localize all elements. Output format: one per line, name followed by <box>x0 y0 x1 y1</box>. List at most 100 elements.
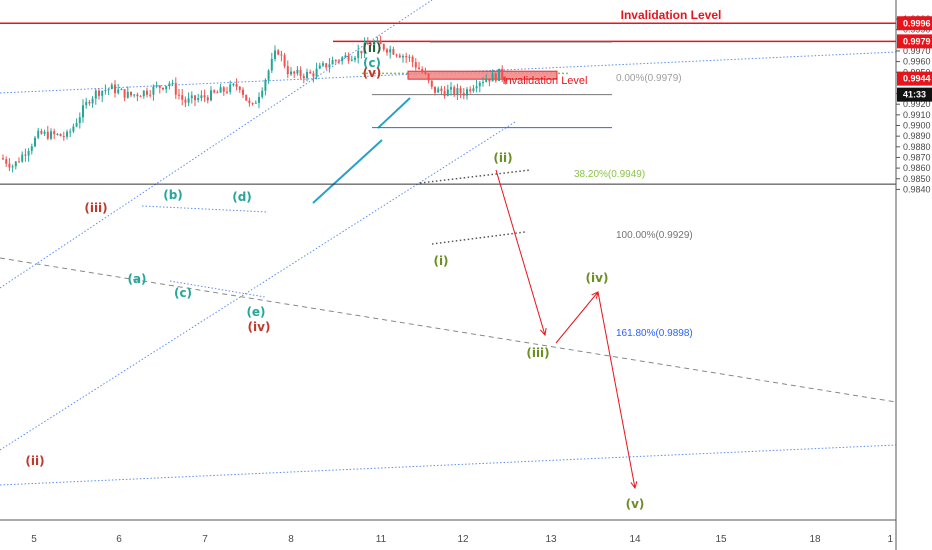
wave-label-iii: (iii) <box>526 346 549 360</box>
wave-label-c: (c) <box>174 286 192 300</box>
candle-body <box>149 94 152 96</box>
price-tick-label: 0.9920 <box>903 99 931 109</box>
candle-body <box>290 71 292 75</box>
candle-body <box>398 55 401 58</box>
trendline-cyan <box>312 139 383 204</box>
wave-label-iii: (iii) <box>84 201 107 215</box>
candle-body <box>405 56 408 58</box>
candle-body <box>168 83 171 86</box>
candle-body <box>322 63 324 66</box>
invalidation-label-upper: Invalidation Level <box>621 8 722 22</box>
candle-body <box>50 131 52 139</box>
candle-body <box>424 72 427 74</box>
wave-label-b: (b) <box>163 188 183 202</box>
candle-body <box>78 117 81 124</box>
candle-body <box>206 97 209 101</box>
candle-body <box>325 63 328 68</box>
candle-body <box>130 91 132 96</box>
candle-body <box>408 56 411 58</box>
candle-body <box>8 163 11 168</box>
candle-body <box>482 81 484 83</box>
candle-body <box>184 99 187 103</box>
candle-body <box>152 86 155 95</box>
candle-body <box>501 68 504 79</box>
candle-body <box>450 87 452 90</box>
candle-body <box>315 68 318 77</box>
price-badge-bg <box>897 71 932 86</box>
candle-body <box>302 75 305 78</box>
wave-label-e: (e) <box>246 305 265 319</box>
candle-body <box>200 95 203 99</box>
candlesticks <box>2 35 507 173</box>
candle-body <box>309 72 312 74</box>
candle-body <box>264 79 267 91</box>
projection-path-1 <box>555 291 599 344</box>
candle-body <box>181 95 184 100</box>
candle-body <box>43 131 46 134</box>
candle-body <box>117 89 120 94</box>
price-tick-label: 0.9880 <box>903 142 931 152</box>
time-axis[interactable]: 5 6 7 8 11 12 13 14 15 18 1 <box>0 519 896 545</box>
candle-body <box>437 88 440 93</box>
fib-label-1: 38.20%(0.9949) <box>574 169 645 180</box>
candle-body <box>373 42 376 45</box>
candle-body <box>88 101 91 104</box>
date-tick-label: 12 <box>457 534 469 545</box>
candle-body <box>24 154 27 156</box>
date-tick-label: 1 <box>887 534 893 545</box>
price-badge-label: 0.9979 <box>903 36 931 46</box>
candle-body <box>190 95 193 99</box>
candle-body <box>434 86 436 93</box>
candle-body <box>459 88 462 94</box>
candle-body <box>107 89 110 91</box>
candle-body <box>232 83 235 85</box>
candle-body <box>139 96 142 98</box>
candle-body <box>261 90 264 97</box>
candle-body <box>82 105 84 118</box>
candle-body <box>360 50 363 54</box>
candle-body <box>120 89 123 91</box>
candle-body <box>219 87 222 93</box>
candle-body <box>277 50 280 55</box>
candle-body <box>485 79 488 82</box>
candle-body <box>258 96 260 103</box>
candle-body <box>386 49 388 53</box>
candle-body <box>162 87 164 90</box>
candle-body <box>270 58 273 71</box>
candle-body <box>293 71 296 74</box>
candle-body <box>203 95 206 98</box>
candle-body <box>299 69 302 76</box>
candle-body <box>430 80 433 87</box>
candle-body <box>174 83 177 95</box>
candle-body <box>418 67 420 70</box>
price-tick-label: 0.9910 <box>903 110 931 120</box>
price-tick-label: 0.9900 <box>903 121 931 131</box>
channel-lower-line <box>0 121 516 451</box>
candle-body <box>197 98 200 100</box>
candle-body <box>91 98 94 104</box>
wave-label-ii: (ii) <box>493 151 512 165</box>
candle-body <box>235 83 238 87</box>
wave-label-a: (a) <box>127 272 146 286</box>
candle-body <box>475 86 478 89</box>
date-tick-label: 8 <box>288 534 294 545</box>
candle-body <box>306 72 308 78</box>
candle-body <box>344 55 347 58</box>
candle-body <box>350 59 353 61</box>
candle-body <box>411 56 414 63</box>
candle-body <box>229 84 232 92</box>
candle-body <box>347 55 350 61</box>
candle-body <box>414 62 417 68</box>
candle-body <box>328 64 331 68</box>
candle-body <box>98 90 100 96</box>
candle-body <box>2 158 4 160</box>
candle-body <box>133 94 136 96</box>
date-tick-label: 14 <box>629 534 641 545</box>
candle-body <box>101 90 104 96</box>
price-axis[interactable]: 1.00000.99900.99700.99600.99500.99300.99… <box>895 0 932 550</box>
candle-body <box>56 133 59 135</box>
candle-body <box>94 90 97 99</box>
candle-body <box>331 60 334 65</box>
candle-body <box>453 87 456 95</box>
